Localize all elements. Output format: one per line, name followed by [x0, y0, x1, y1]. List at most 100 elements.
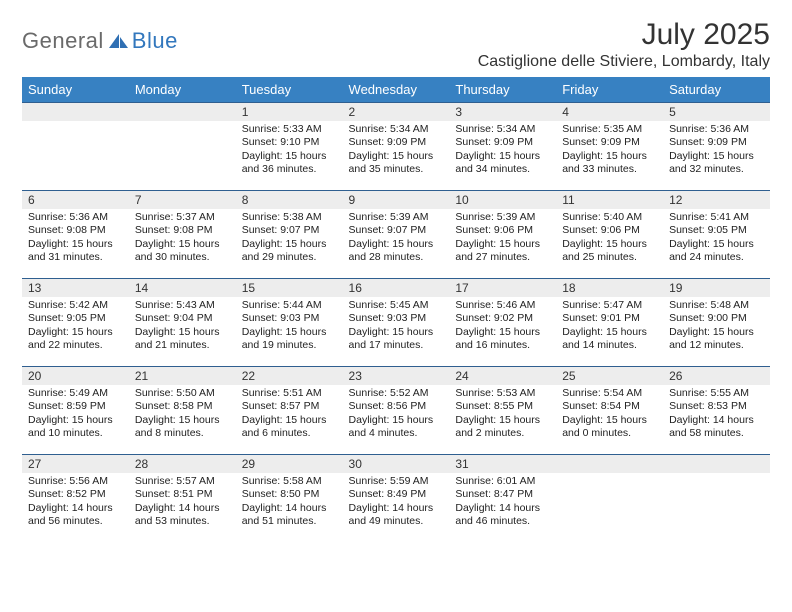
day-details: Sunrise: 5:54 AMSunset: 8:54 PMDaylight:…	[556, 385, 663, 444]
sunrise-text: Sunrise: 5:51 AM	[242, 387, 337, 400]
day-details: Sunrise: 5:47 AMSunset: 9:01 PMDaylight:…	[556, 297, 663, 356]
sunrise-text: Sunrise: 5:52 AM	[349, 387, 444, 400]
day-details: Sunrise: 5:43 AMSunset: 9:04 PMDaylight:…	[129, 297, 236, 356]
day-details: Sunrise: 5:36 AMSunset: 9:09 PMDaylight:…	[663, 121, 770, 180]
daylight-text: Daylight: 15 hours and 8 minutes.	[135, 414, 230, 441]
day-details: Sunrise: 5:42 AMSunset: 9:05 PMDaylight:…	[22, 297, 129, 356]
calendar-day-cell: 27Sunrise: 5:56 AMSunset: 8:52 PMDayligh…	[22, 455, 129, 543]
day-number: 17	[449, 279, 556, 297]
day-details: Sunrise: 5:50 AMSunset: 8:58 PMDaylight:…	[129, 385, 236, 444]
calendar-week-row: 20Sunrise: 5:49 AMSunset: 8:59 PMDayligh…	[22, 367, 770, 455]
sunrise-text: Sunrise: 5:33 AM	[242, 123, 337, 136]
day-details: Sunrise: 5:39 AMSunset: 9:07 PMDaylight:…	[343, 209, 450, 268]
day-number: 24	[449, 367, 556, 385]
day-details: Sunrise: 5:36 AMSunset: 9:08 PMDaylight:…	[22, 209, 129, 268]
calendar-day-cell	[22, 103, 129, 191]
sunset-text: Sunset: 9:06 PM	[562, 224, 657, 237]
sunrise-text: Sunrise: 5:58 AM	[242, 475, 337, 488]
sunset-text: Sunset: 9:06 PM	[455, 224, 550, 237]
sunset-text: Sunset: 9:01 PM	[562, 312, 657, 325]
calendar-day-cell: 12Sunrise: 5:41 AMSunset: 9:05 PMDayligh…	[663, 191, 770, 279]
weekday-header: Monday	[129, 77, 236, 103]
sunrise-text: Sunrise: 5:49 AM	[28, 387, 123, 400]
weekday-header-row: Sunday Monday Tuesday Wednesday Thursday…	[22, 77, 770, 103]
calendar-day-cell: 28Sunrise: 5:57 AMSunset: 8:51 PMDayligh…	[129, 455, 236, 543]
day-details: Sunrise: 5:49 AMSunset: 8:59 PMDaylight:…	[22, 385, 129, 444]
sunrise-text: Sunrise: 5:50 AM	[135, 387, 230, 400]
calendar-day-cell: 30Sunrise: 5:59 AMSunset: 8:49 PMDayligh…	[343, 455, 450, 543]
daylight-text: Daylight: 15 hours and 10 minutes.	[28, 414, 123, 441]
daylight-text: Daylight: 15 hours and 31 minutes.	[28, 238, 123, 265]
calendar-day-cell: 3Sunrise: 5:34 AMSunset: 9:09 PMDaylight…	[449, 103, 556, 191]
sunrise-text: Sunrise: 5:39 AM	[349, 211, 444, 224]
calendar-body: 1Sunrise: 5:33 AMSunset: 9:10 PMDaylight…	[22, 103, 770, 543]
sunrise-text: Sunrise: 5:55 AM	[669, 387, 764, 400]
sunrise-text: Sunrise: 5:45 AM	[349, 299, 444, 312]
day-details: Sunrise: 5:57 AMSunset: 8:51 PMDaylight:…	[129, 473, 236, 532]
day-number: 19	[663, 279, 770, 297]
daylight-text: Daylight: 15 hours and 12 minutes.	[669, 326, 764, 353]
day-number: 10	[449, 191, 556, 209]
sunset-text: Sunset: 9:10 PM	[242, 136, 337, 149]
calendar-week-row: 27Sunrise: 5:56 AMSunset: 8:52 PMDayligh…	[22, 455, 770, 543]
calendar-week-row: 13Sunrise: 5:42 AMSunset: 9:05 PMDayligh…	[22, 279, 770, 367]
weekday-header: Wednesday	[343, 77, 450, 103]
sunset-text: Sunset: 9:07 PM	[242, 224, 337, 237]
day-number: 25	[556, 367, 663, 385]
day-details: Sunrise: 5:35 AMSunset: 9:09 PMDaylight:…	[556, 121, 663, 180]
day-details: Sunrise: 5:53 AMSunset: 8:55 PMDaylight:…	[449, 385, 556, 444]
month-title: July 2025	[478, 18, 770, 52]
sunrise-text: Sunrise: 5:59 AM	[349, 475, 444, 488]
calendar-day-cell	[556, 455, 663, 543]
brand-part2: Blue	[132, 28, 178, 54]
calendar-day-cell	[129, 103, 236, 191]
day-details: Sunrise: 5:46 AMSunset: 9:02 PMDaylight:…	[449, 297, 556, 356]
sunset-text: Sunset: 9:05 PM	[28, 312, 123, 325]
day-number: 5	[663, 103, 770, 121]
day-details: Sunrise: 5:58 AMSunset: 8:50 PMDaylight:…	[236, 473, 343, 532]
day-number: 9	[343, 191, 450, 209]
daylight-text: Daylight: 15 hours and 33 minutes.	[562, 150, 657, 177]
calendar-day-cell: 10 Sunrise: 5:39 AMSunset: 9:06 PMDayligh…	[449, 191, 556, 279]
calendar-day-cell: 8Sunrise: 5:38 AMSunset: 9:07 PMDaylight…	[236, 191, 343, 279]
calendar-day-cell: 15Sunrise: 5:44 AMSunset: 9:03 PMDayligh…	[236, 279, 343, 367]
day-details: Sunrise: 5:56 AMSunset: 8:52 PMDaylight:…	[22, 473, 129, 532]
sunset-text: Sunset: 8:52 PM	[28, 488, 123, 501]
calendar-day-cell: 14Sunrise: 5:43 AMSunset: 9:04 PMDayligh…	[129, 279, 236, 367]
sunrise-text: Sunrise: 5:41 AM	[669, 211, 764, 224]
brand-logo: General Blue	[22, 18, 178, 54]
calendar-day-cell: 25Sunrise: 5:54 AMSunset: 8:54 PMDayligh…	[556, 367, 663, 455]
calendar-day-cell: 19Sunrise: 5:48 AMSunset: 9:00 PMDayligh…	[663, 279, 770, 367]
calendar-day-cell: 11Sunrise: 5:40 AMSunset: 9:06 PMDayligh…	[556, 191, 663, 279]
sunrise-text: Sunrise: 5:37 AM	[135, 211, 230, 224]
day-details: Sunrise: 5:44 AMSunset: 9:03 PMDaylight:…	[236, 297, 343, 356]
daylight-text: Daylight: 15 hours and 6 minutes.	[242, 414, 337, 441]
day-details: Sunrise: 5:34 AMSunset: 9:09 PMDaylight:…	[343, 121, 450, 180]
brand-part1: General	[22, 28, 104, 54]
day-details: Sunrise: 6:01 AMSunset: 8:47 PMDaylight:…	[449, 473, 556, 532]
day-number: 8	[236, 191, 343, 209]
sunrise-text: Sunrise: 5:39 AM	[455, 211, 550, 224]
day-number: 2	[343, 103, 450, 121]
sunrise-text: Sunrise: 5:47 AM	[562, 299, 657, 312]
daylight-text: Daylight: 15 hours and 27 minutes.	[455, 238, 550, 265]
sunset-text: Sunset: 9:09 PM	[349, 136, 444, 149]
daylight-text: Daylight: 15 hours and 4 minutes.	[349, 414, 444, 441]
sunrise-text: Sunrise: 5:36 AM	[669, 123, 764, 136]
day-details: Sunrise: 5:38 AMSunset: 9:07 PMDaylight:…	[236, 209, 343, 268]
sunrise-text: Sunrise: 5:48 AM	[669, 299, 764, 312]
daylight-text: Daylight: 15 hours and 32 minutes.	[669, 150, 764, 177]
day-details: Sunrise: 5:40 AMSunset: 9:06 PMDaylight:…	[556, 209, 663, 268]
day-number	[129, 103, 236, 121]
calendar-week-row: 1Sunrise: 5:33 AMSunset: 9:10 PMDaylight…	[22, 103, 770, 191]
daylight-text: Daylight: 15 hours and 24 minutes.	[669, 238, 764, 265]
sunrise-text: Sunrise: 5:57 AM	[135, 475, 230, 488]
day-number	[22, 103, 129, 121]
sunset-text: Sunset: 9:09 PM	[455, 136, 550, 149]
daylight-text: Daylight: 15 hours and 19 minutes.	[242, 326, 337, 353]
day-number: 26	[663, 367, 770, 385]
sunset-text: Sunset: 9:05 PM	[669, 224, 764, 237]
day-details: Sunrise: 5:52 AMSunset: 8:56 PMDaylight:…	[343, 385, 450, 444]
day-number: 14	[129, 279, 236, 297]
day-number: 31	[449, 455, 556, 473]
